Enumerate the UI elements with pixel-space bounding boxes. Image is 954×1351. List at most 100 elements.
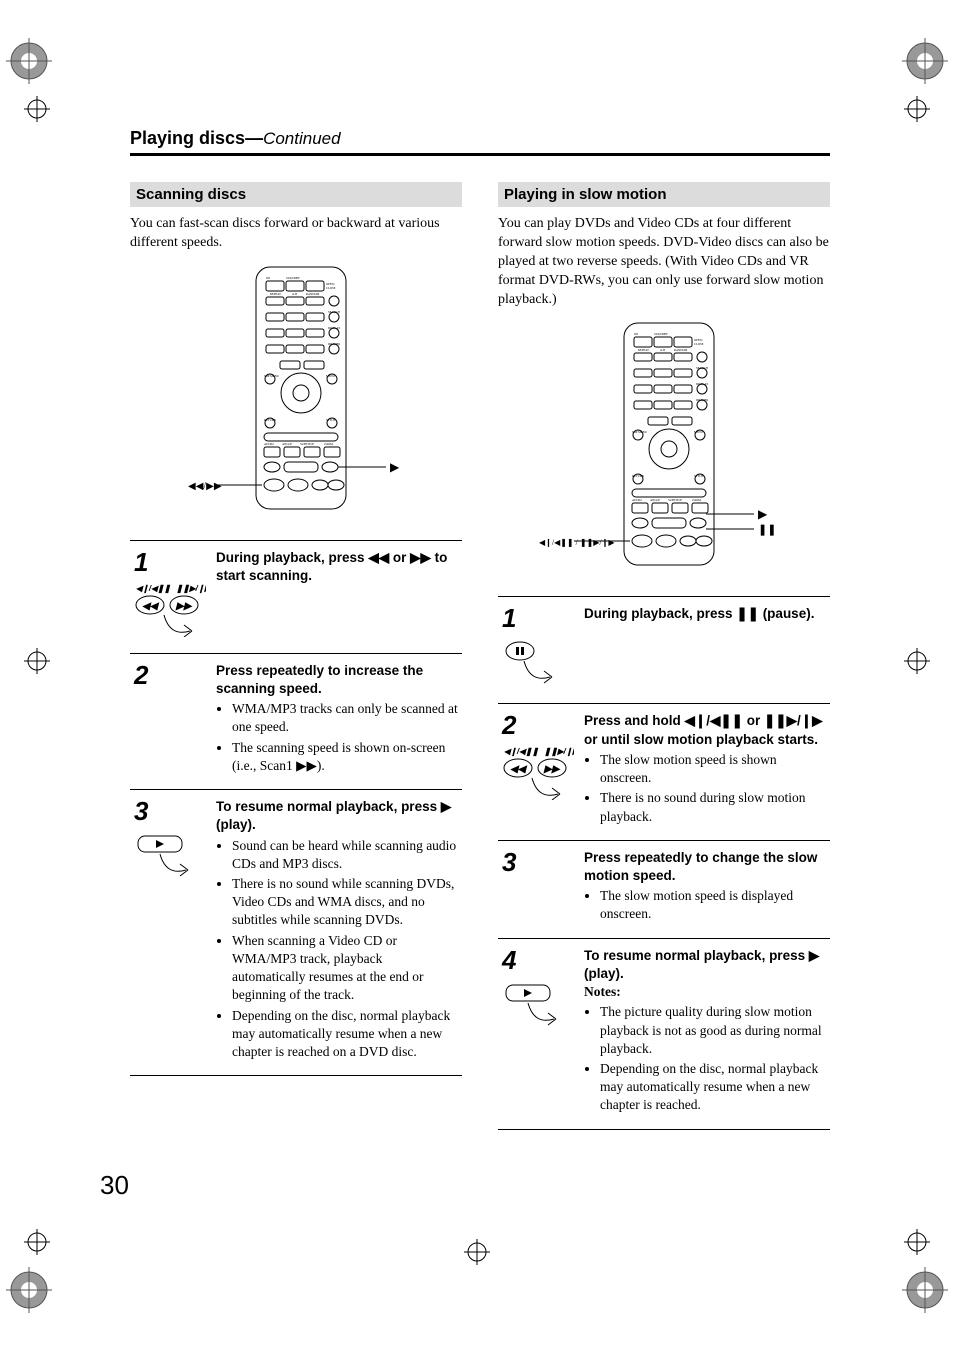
step-row: 2 ◀❙/◀❚❚❚❚▶/❙▶ ◀◀ ▶▶ Press and hold ◀❙/◀… <box>498 704 830 840</box>
crop-mark <box>904 1229 930 1255</box>
svg-text:▶▶: ▶▶ <box>543 764 561 775</box>
step-row: 4 To resume normal playback, press ▶ (pl… <box>498 938 830 1129</box>
crop-mark <box>904 648 930 674</box>
svg-text:◀❙/◀❚❚: ◀❙/◀❚❚ <box>504 747 539 757</box>
svg-text:ZOOM: ZOOM <box>692 498 701 502</box>
bullet-item: The scanning speed is shown on-screen (i… <box>232 739 458 775</box>
svg-text:A-B: A-B <box>660 348 665 352</box>
registration-mark-bl <box>6 1267 52 1313</box>
pause-button-icon <box>502 637 576 691</box>
svg-text:SETUP: SETUP <box>326 418 336 422</box>
step-lead: Press repeatedly to increase the scannin… <box>216 663 423 696</box>
bullet-item: The picture quality during slow motion p… <box>600 1003 826 1058</box>
step-number: 3 <box>498 840 580 938</box>
page-content: Playing discs—Continued Scanning discs Y… <box>130 128 830 1130</box>
svg-text:ANGLE: ANGLE <box>650 498 660 502</box>
svg-text:RETURN: RETURN <box>264 418 277 422</box>
remote-figure-left: ▶ ◀◀/▶▶ ONSTANDBY OPEN/CLOSE REPEATA-BRA… <box>130 263 462 518</box>
page-title-sep: — <box>245 128 263 148</box>
svg-text:❚❚▶/❙▶: ❚❚▶/❙▶ <box>544 747 574 757</box>
svg-text:MENU: MENU <box>326 374 336 378</box>
step-row: 3 To resume normal playback, press ▶ (pl… <box>130 790 462 1076</box>
svg-text:SETUP: SETUP <box>694 474 704 478</box>
step-body: Press and hold ◀❙/◀❚❚ or ❚❚▶/❙▶ or until… <box>580 704 830 840</box>
svg-text:SUBTITLE: SUBTITLE <box>668 498 682 502</box>
bullet-item: There is no sound during slow motion pla… <box>600 789 826 825</box>
step-bullets: The slow motion speed is displayed onscr… <box>584 887 826 923</box>
page-title: Playing discs—Continued <box>130 128 830 156</box>
svg-text:◀❙/◀❚❚: ◀❙/◀❚❚ <box>136 584 171 594</box>
svg-text:MENU: MENU <box>694 430 704 434</box>
scan-buttons-icon: ◀❙/◀❚❚❚❚▶/❙▶ ◀◀ ▶▶ <box>134 581 208 641</box>
page-title-continued: Continued <box>263 129 341 148</box>
step-body: During playback, press ❚❚ (pause). <box>580 597 830 704</box>
play-button-icon <box>134 830 208 884</box>
step-lead: Press repeatedly to change the slow moti… <box>584 850 817 883</box>
step-bullets: WMA/MP3 tracks can only be scanned at on… <box>216 700 458 775</box>
step-lead: During playback, press ◀◀ or ▶▶ to start… <box>216 550 447 583</box>
left-column: Scanning discs You can fast-scan discs f… <box>130 182 462 1130</box>
section-heading-scanning: Scanning discs <box>130 182 462 207</box>
step-row: 1 ◀❙/◀❚❚❚❚▶/❙▶ ◀◀ ▶▶ During playback, pr… <box>130 540 462 653</box>
steps-table-left: 1 ◀❙/◀❚❚❚❚▶/❙▶ ◀◀ ▶▶ During playback, pr… <box>130 540 462 1076</box>
scan-buttons-icon: ◀❙/◀❚❚ ❚❚▶/❙▶ ◀◀ ▶▶ <box>502 744 576 804</box>
crop-mark <box>464 1239 490 1265</box>
svg-text:CLOSE: CLOSE <box>326 286 336 290</box>
svg-text:◀◀: ◀◀ <box>510 764 528 775</box>
svg-text:DISPLAY: DISPLAY <box>696 382 709 386</box>
crop-mark <box>24 96 50 122</box>
intro-slowmo: You can play DVDs and Video CDs at four … <box>498 215 830 309</box>
step-lead: Press and hold ◀❙/◀❚❚ or ❚❚▶/❙▶ or until… <box>584 713 822 746</box>
svg-text:AUDIO: AUDIO <box>264 442 274 446</box>
bullet-item: When scanning a Video CD or WMA/MP3 trac… <box>232 932 458 1005</box>
step-number: 2 <box>130 653 212 789</box>
step-body: To resume normal playback, press ▶ (play… <box>580 938 830 1129</box>
step-row: 1 During playback, press ❚❚ (pause). <box>498 597 830 704</box>
step-bullets: Sound can be heard while scanning audio … <box>216 837 458 1062</box>
svg-text:DIMMER: DIMMER <box>328 342 340 346</box>
remote-label-scan: ◀◀/▶▶ <box>188 481 222 492</box>
svg-text:TOP MENU: TOP MENU <box>264 374 280 378</box>
svg-text:CLOSE: CLOSE <box>694 342 704 346</box>
svg-text:❚❚▶/❙▶: ❚❚▶/❙▶ <box>176 584 206 594</box>
svg-text:DIMMER: DIMMER <box>696 398 708 402</box>
svg-text:SUBTITLE: SUBTITLE <box>300 442 314 446</box>
step-bullets: The slow motion speed is shown onscreen.… <box>584 751 826 826</box>
step-body: Press repeatedly to change the slow moti… <box>580 840 830 938</box>
bullet-item: WMA/MP3 tracks can only be scanned at on… <box>232 700 458 736</box>
notes-label: Notes: <box>584 983 826 1001</box>
page-number: 30 <box>100 1170 129 1201</box>
svg-text:▶▶: ▶▶ <box>175 601 193 612</box>
step-lead: To resume normal playback, press ▶ (play… <box>584 948 819 981</box>
svg-text:A-B: A-B <box>292 292 297 296</box>
step-lead: During playback, press ❚❚ (pause). <box>584 606 814 621</box>
crop-mark <box>904 96 930 122</box>
svg-text:STANDBY: STANDBY <box>286 276 301 280</box>
step-body: Press repeatedly to increase the scannin… <box>212 653 462 789</box>
svg-text:◀❙/◀❚❚ / ❚❚▶/❙▶: ◀❙/◀❚❚ / ❚❚▶/❙▶ <box>539 538 615 547</box>
step-number: 3 <box>130 790 212 1076</box>
bullet-item: There is no sound while scanning DVDs, V… <box>232 875 458 930</box>
svg-text:TOP MENU: TOP MENU <box>632 430 648 434</box>
bullet-item: The slow motion speed is shown onscreen. <box>600 751 826 787</box>
crop-mark <box>24 1229 50 1255</box>
svg-text:SEARCH: SEARCH <box>696 366 709 370</box>
steps-table-right: 1 During playback, press ❚❚ (pause).2 ◀❙… <box>498 596 830 1129</box>
step-body: During playback, press ◀◀ or ▶▶ to start… <box>212 540 462 653</box>
step-number: 1 ◀❙/◀❚❚❚❚▶/❙▶ ◀◀ ▶▶ <box>130 540 212 653</box>
svg-text:STANDBY: STANDBY <box>654 332 669 336</box>
svg-text:REPEAT: REPEAT <box>270 292 281 296</box>
bullet-item: The slow motion speed is displayed onscr… <box>600 887 826 923</box>
step-number: 1 <box>498 597 580 704</box>
crop-mark <box>24 648 50 674</box>
svg-text:RANDOM: RANDOM <box>306 292 320 296</box>
remote-label-play: ▶ <box>390 460 400 474</box>
right-column: Playing in slow motion You can play DVDs… <box>498 182 830 1130</box>
step-body: To resume normal playback, press ▶ (play… <box>212 790 462 1076</box>
bullet-item: Depending on the disc, normal playback m… <box>232 1007 458 1062</box>
remote-figure-right: ▶ ❚❚ ◀❙/◀❚❚ / ❚❚▶/❙▶ ONSTANDBY OPEN/CLOS… <box>498 319 830 574</box>
svg-text:ZOOM: ZOOM <box>324 442 333 446</box>
svg-text:RETURN: RETURN <box>632 474 645 478</box>
step-row: 2Press repeatedly to increase the scanni… <box>130 653 462 789</box>
svg-text:▶: ▶ <box>758 507 768 521</box>
